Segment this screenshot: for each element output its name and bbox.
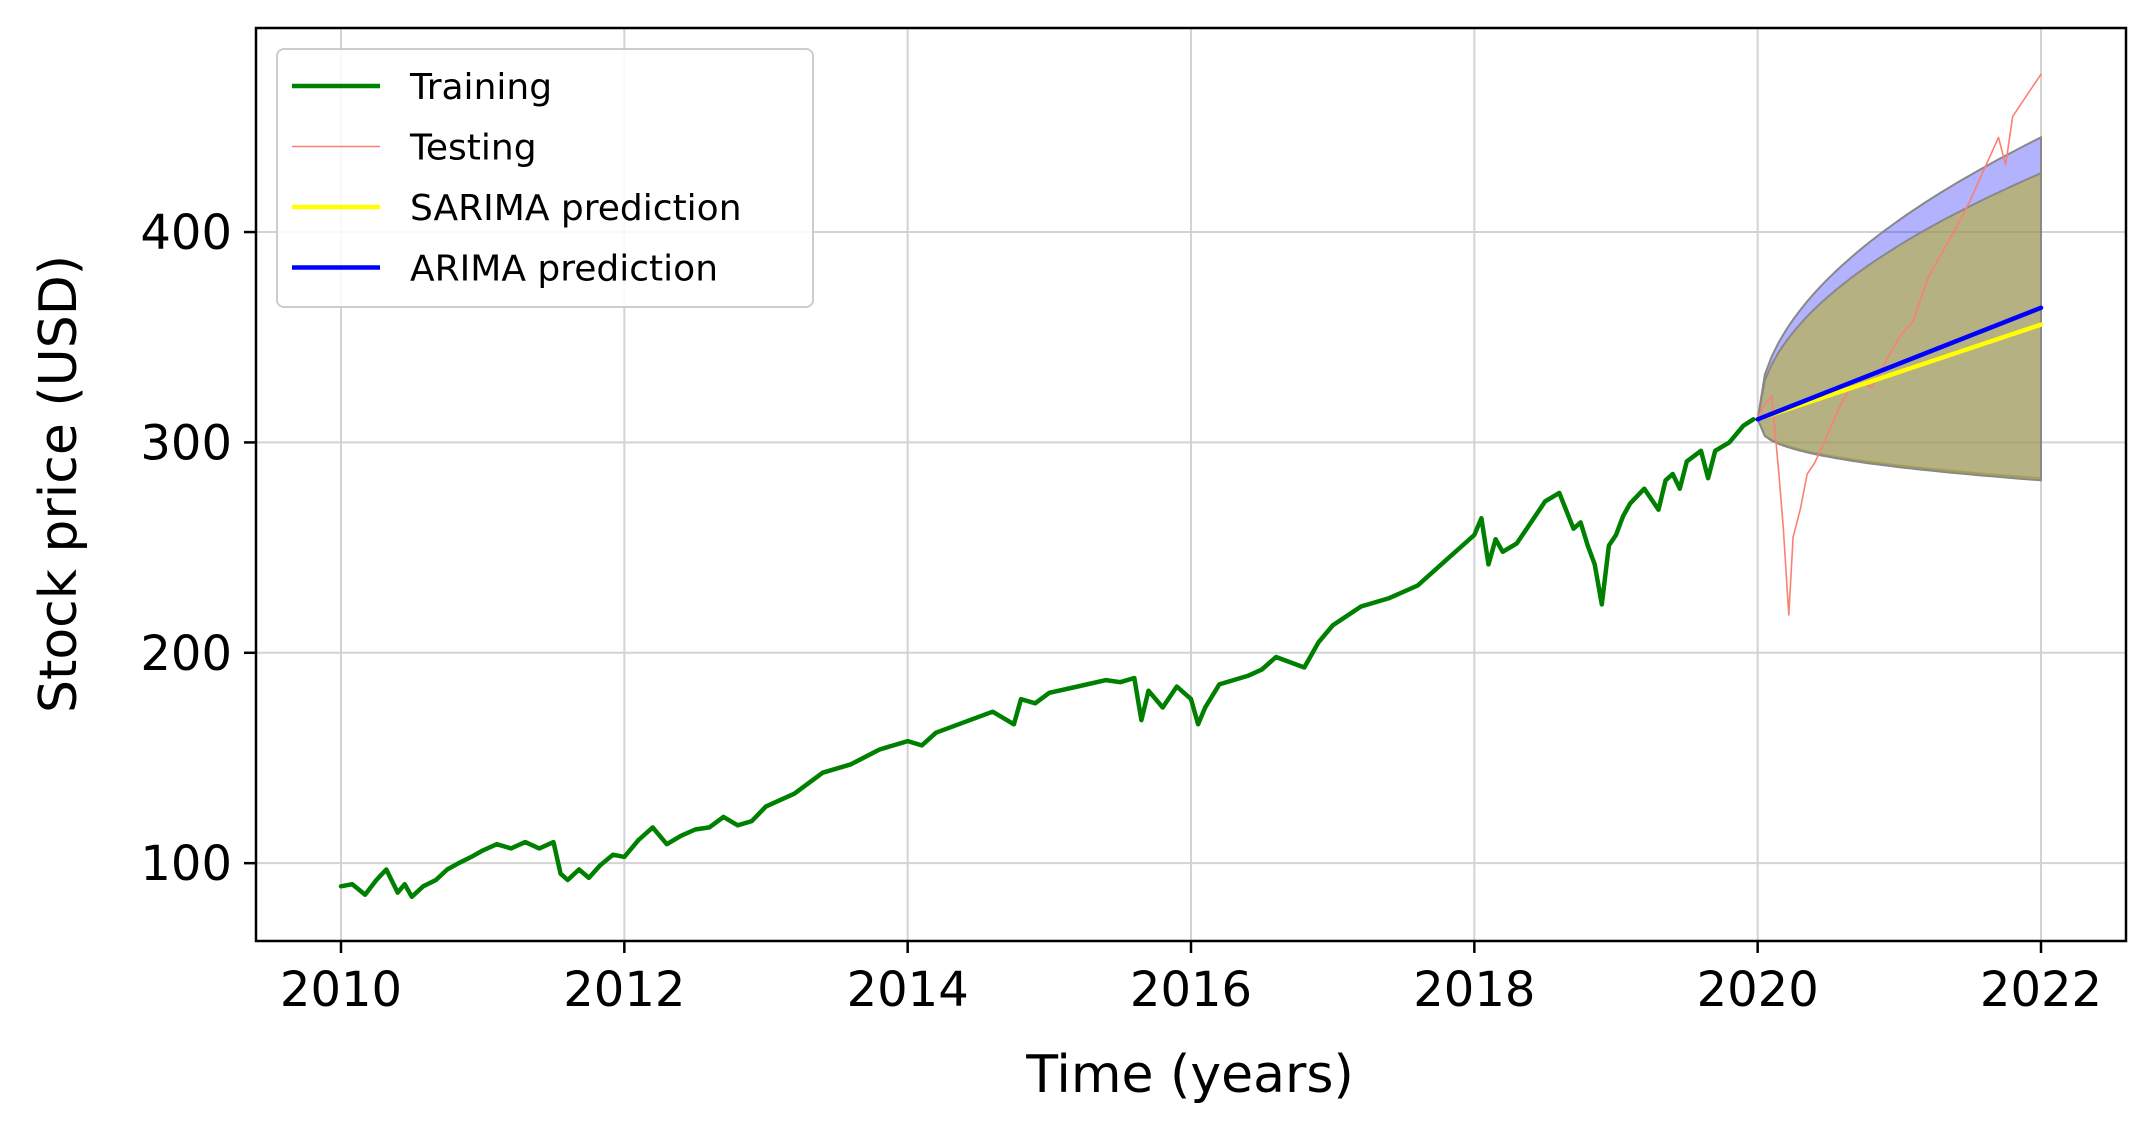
x-tick-label: 2012: [563, 962, 685, 1018]
legend: Training Testing SARIMA prediction ARIMA pr…: [276, 48, 814, 308]
x-tick-label: 2020: [1697, 962, 1819, 1018]
legend-box: [276, 48, 814, 308]
x-tick-label: 2014: [847, 962, 969, 1018]
x-axis-title: Time (years): [1025, 1045, 1353, 1105]
legend-label: Testing: [409, 128, 537, 169]
legend-label: Training: [409, 67, 552, 108]
y-tick-label: 400: [140, 205, 232, 261]
legend-label: ARIMA prediction: [410, 249, 718, 290]
x-tick-label: 2010: [280, 962, 402, 1018]
x-tick-label: 2018: [1413, 962, 1535, 1018]
y-tick-label: 100: [140, 836, 232, 892]
x-tick-label: 2022: [1980, 962, 2102, 1018]
y-axis-title: Stock price (USD): [29, 255, 89, 713]
series-line-training: [338, 417, 1756, 900]
axis-ticks: 2010 2012 2014 2016 2018 2020 2022 100 200 300 400: [140, 205, 2102, 1018]
series-line-sarima-prediction: [1755, 322, 2044, 422]
series-line-arima-prediction: [1755, 305, 2044, 422]
y-tick-label: 300: [140, 415, 232, 471]
y-tick-label: 200: [140, 626, 232, 682]
series-lines: [338, 73, 2044, 900]
x-tick-label: 2016: [1130, 962, 1252, 1018]
legend-label: SARIMA prediction: [410, 188, 742, 229]
